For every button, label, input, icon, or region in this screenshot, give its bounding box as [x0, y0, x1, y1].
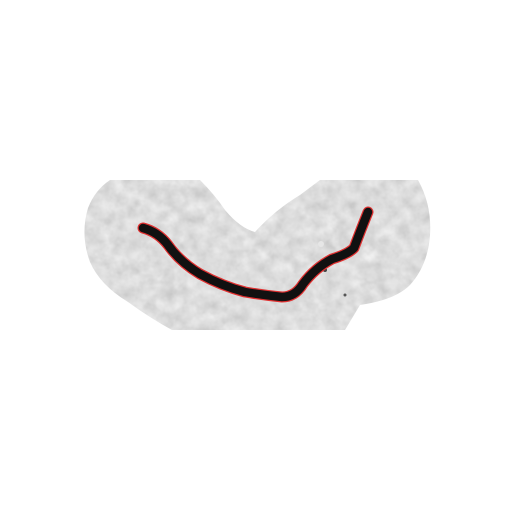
worm — [138, 207, 373, 302]
speck — [318, 241, 324, 247]
specimen-field — [84, 180, 431, 330]
speck — [343, 293, 347, 297]
